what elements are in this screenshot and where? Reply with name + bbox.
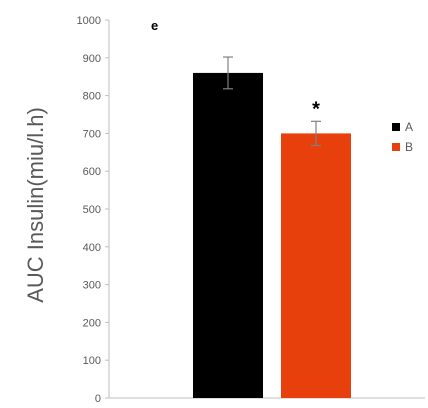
bar-a <box>193 72 263 399</box>
legend-label-b: B <box>405 140 413 154</box>
y-tick-label: 800 <box>83 91 101 103</box>
legend: AB <box>392 120 413 154</box>
y-tick-label: 0 <box>95 393 101 405</box>
y-tick-label: 700 <box>83 128 101 140</box>
y-tick-label: 400 <box>83 242 101 254</box>
axis-layer: 0 100 200 300 400 500 600 700 800 900 1000 <box>77 15 425 405</box>
bar-b <box>281 133 351 398</box>
panel-label: e <box>151 18 158 33</box>
significance-marker: * <box>312 98 320 120</box>
legend-swatch-a <box>392 123 400 131</box>
bar-layer: * <box>193 56 351 399</box>
y-tick-label: 100 <box>83 355 101 367</box>
y-tick-label: 900 <box>83 53 101 65</box>
y-axis-label: AUC Insulin(miu/l.h) <box>23 107 48 303</box>
y-tick-label: 1000 <box>77 15 101 27</box>
legend-swatch-b <box>392 143 400 151</box>
y-tick-label: 600 <box>83 166 101 178</box>
y-tick-label: 200 <box>83 317 101 329</box>
y-tick-label: 300 <box>83 280 101 292</box>
legend-label-a: A <box>405 120 413 134</box>
y-tick-label: 500 <box>83 204 101 216</box>
